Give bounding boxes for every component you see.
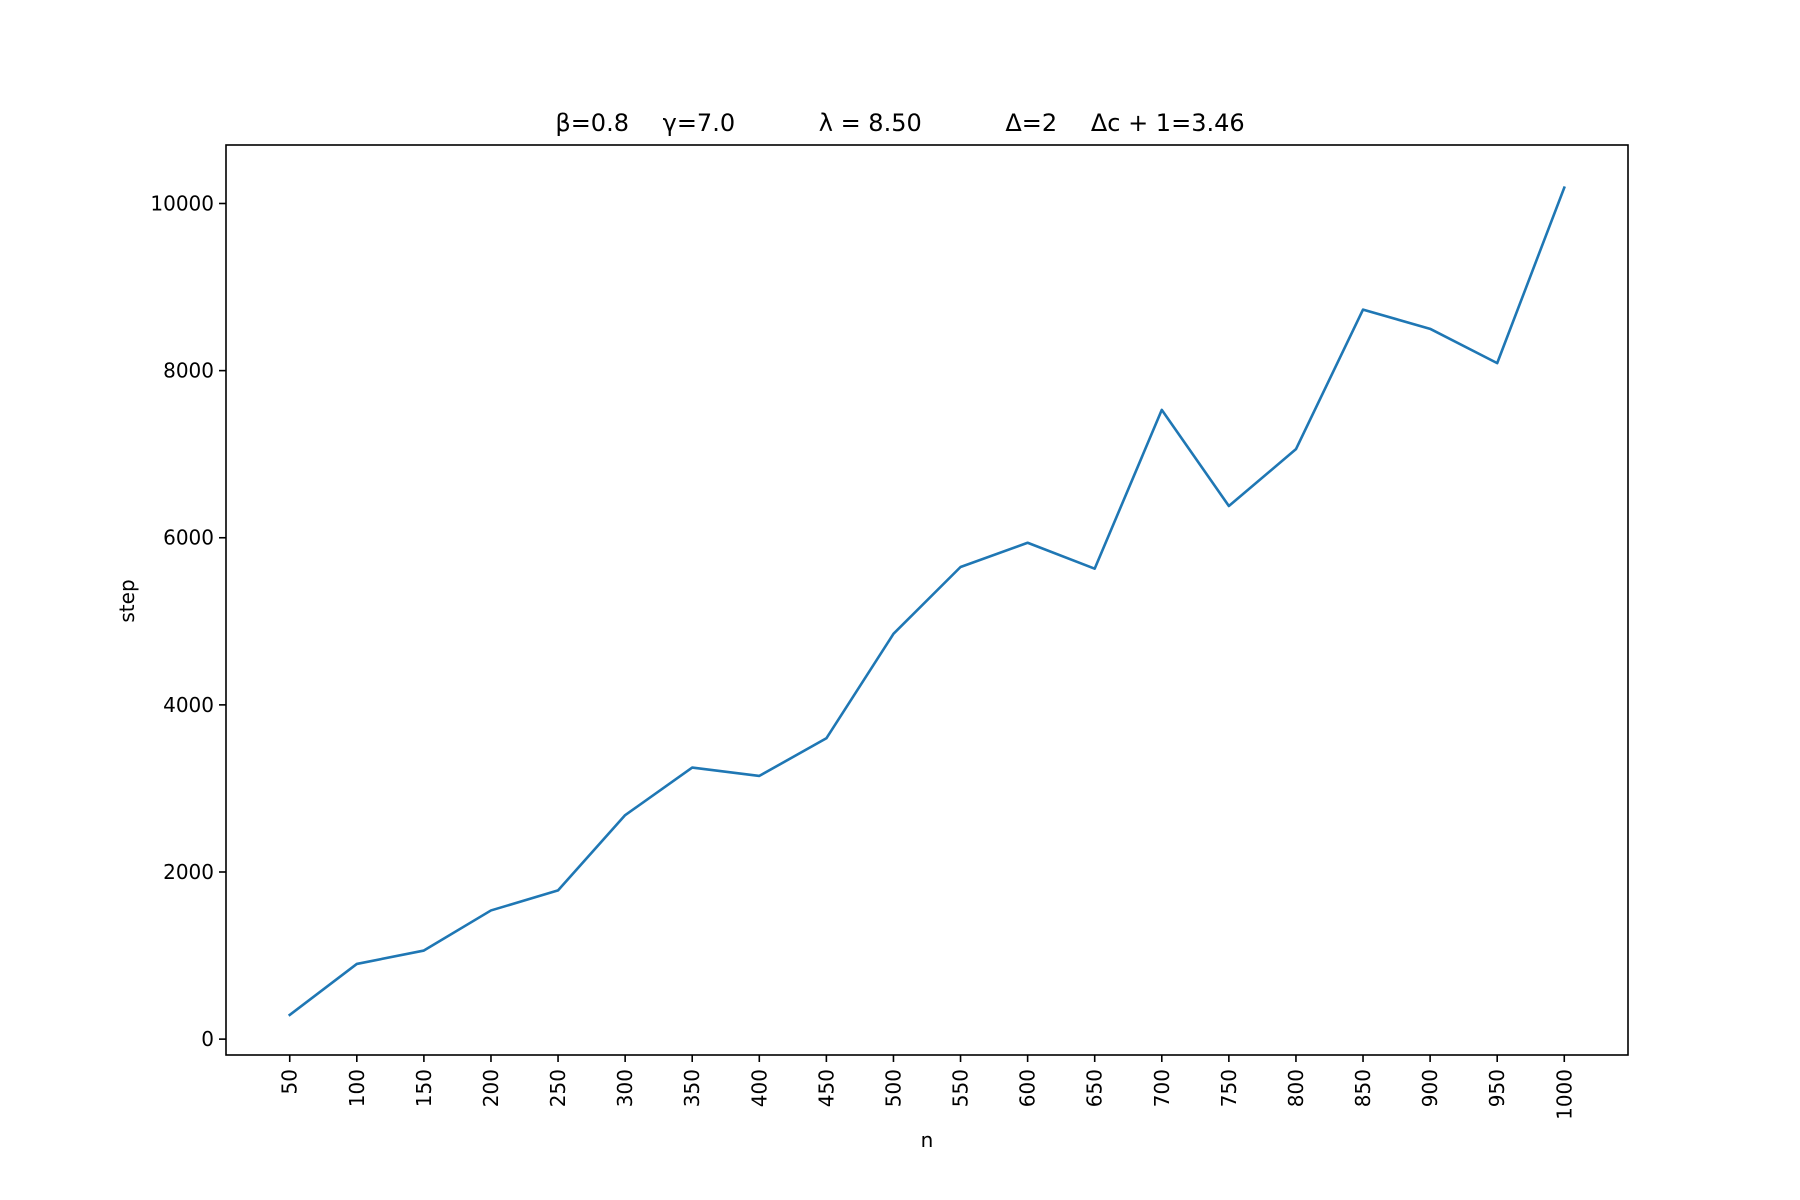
x-tick-label: 800 <box>1284 1069 1308 1107</box>
x-tick-label: 750 <box>1217 1069 1241 1107</box>
x-axis-label: n <box>921 1128 934 1152</box>
title-delta: Δ=2 <box>1005 109 1057 137</box>
x-tick-label: 450 <box>814 1069 838 1107</box>
y-tick-label: 8000 <box>163 359 214 383</box>
chart-title: β=0.8 γ=7.0 λ = 8.50 Δ=2 Δc + 1=3.46 <box>555 109 1244 137</box>
y-tick-label: 4000 <box>163 693 214 717</box>
x-tick-label: 1000 <box>1552 1069 1576 1120</box>
y-tick-label: 10000 <box>150 191 214 215</box>
plot-area: 50 100 150 200 250 300 350 400 450 500 550 600 650 70… <box>150 144 1629 1120</box>
x-tick-label: 200 <box>479 1069 503 1107</box>
x-tick-label: 350 <box>680 1069 704 1107</box>
x-tick-label: 550 <box>949 1069 973 1107</box>
x-tick-label: 50 <box>278 1069 302 1094</box>
series-line-0 <box>287 185 1566 1017</box>
y-tick-label: 2000 <box>163 860 214 884</box>
x-tick-label: 400 <box>747 1069 771 1107</box>
x-tick-label: 700 <box>1150 1069 1174 1107</box>
y-tick-label: 0 <box>201 1027 214 1051</box>
x-tick-label: 950 <box>1485 1069 1509 1107</box>
y-axis-label: step <box>115 579 139 622</box>
x-tick-label: 500 <box>881 1069 905 1107</box>
x-tick-label: 100 <box>345 1069 369 1107</box>
x-tick-label: 600 <box>1016 1069 1040 1107</box>
axes-frame <box>225 144 1629 1056</box>
y-tick-label: 6000 <box>163 526 214 550</box>
x-tick-label: 250 <box>546 1069 570 1107</box>
x-tick-label: 150 <box>412 1069 436 1107</box>
title-beta: β=0.8 <box>555 109 629 137</box>
x-tick-label: 650 <box>1083 1069 1107 1107</box>
title-gamma: γ=7.0 <box>663 109 735 137</box>
title-delta-c: Δc + 1=3.46 <box>1091 109 1245 137</box>
x-tick-label: 850 <box>1351 1069 1375 1107</box>
x-tick-label: 900 <box>1418 1069 1442 1107</box>
title-lambda: λ = 8.50 <box>819 109 922 137</box>
x-tick-label: 300 <box>613 1069 637 1107</box>
